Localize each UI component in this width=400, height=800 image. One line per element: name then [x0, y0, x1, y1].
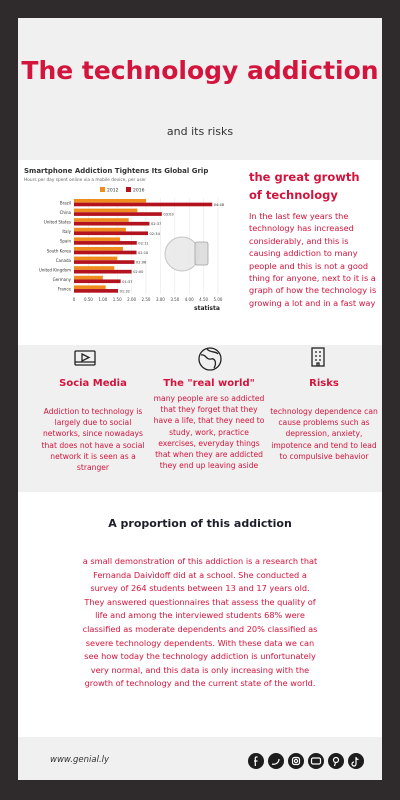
column-heading: The "real world": [163, 378, 255, 389]
bar: [74, 275, 103, 280]
legend-label: 2016: [133, 188, 145, 194]
bar: [74, 250, 137, 255]
bar: [74, 247, 123, 251]
section-heading: A proportion of this addiction: [108, 517, 292, 530]
value-label: 02:37: [151, 222, 161, 226]
bar: [74, 279, 121, 284]
value-label: 01:32: [120, 289, 130, 293]
bar: [74, 260, 135, 264]
bar: [74, 237, 121, 242]
value-label: 03:03: [163, 213, 173, 217]
bar: [74, 208, 138, 213]
bar: [74, 202, 213, 207]
x-tick-label: 1.50: [113, 297, 122, 302]
y-tick-label: South Korea: [47, 248, 72, 253]
x-tick-label: 2.00: [127, 297, 136, 302]
legend-swatch: [100, 187, 105, 192]
title: The technology addiction: [21, 56, 379, 85]
chart-subtitle: Hours per day spent online via a mobile …: [24, 177, 146, 183]
bar: [74, 221, 150, 226]
social-icons[interactable]: [246, 751, 366, 771]
x-tick-label: 0: [73, 297, 76, 302]
value-label: 02:06: [136, 261, 147, 265]
header-band: [18, 18, 382, 160]
section-text: a small demonstration of this addiction …: [82, 556, 318, 689]
x-tick-label: 4.50: [199, 297, 208, 302]
column-heading: Risks: [309, 378, 339, 389]
chart-background: [22, 164, 228, 316]
value-label: 02:10: [138, 251, 149, 255]
x-tick-label: 0.50: [84, 297, 93, 302]
y-tick-label: Italy: [62, 229, 71, 234]
value-label: 02:00: [133, 270, 144, 274]
y-tick-label: Canada: [56, 258, 72, 263]
bar: [74, 227, 126, 232]
x-tick-label: 5.00: [214, 297, 223, 302]
bar: [74, 289, 119, 293]
value-label: 01:37: [122, 280, 132, 284]
y-tick-label: Germany: [53, 277, 72, 282]
y-tick-label: China: [60, 210, 72, 215]
legend-swatch: [126, 187, 131, 192]
y-tick-label: United Kingdom: [39, 268, 71, 273]
bar: [74, 285, 106, 290]
bar: [74, 256, 118, 261]
value-label: 02:11: [138, 241, 148, 245]
y-tick-label: Brazil: [60, 200, 71, 205]
decoration: [164, 236, 200, 272]
bar: [74, 212, 162, 216]
bar: [74, 269, 132, 274]
chart-title: Smartphone Addiction Tightens Its Global…: [24, 167, 208, 175]
chart-brand: statista: [194, 305, 220, 312]
x-tick-label: 3.50: [170, 297, 179, 302]
section-heading: the great growth of technology: [249, 170, 360, 202]
decoration: [194, 241, 209, 266]
bar: [74, 231, 149, 236]
columns-band: [18, 345, 382, 492]
bar: [74, 218, 129, 222]
chart: Smartphone Addiction Tightens Its Global…: [22, 164, 228, 316]
bar: [74, 266, 115, 270]
column-text: technology dependence can cause problems…: [270, 407, 378, 461]
legend-label: 2012: [107, 188, 119, 194]
x-tick-label: 2.50: [142, 297, 151, 302]
y-tick-label: France: [58, 287, 72, 292]
x-tick-label: 4.00: [185, 297, 194, 302]
value-label: 02:34: [150, 232, 161, 236]
column-heading: Socia Media: [59, 378, 127, 389]
value-label: 04:48: [214, 203, 225, 207]
column-text: many people are so addicted that they fo…: [153, 394, 265, 471]
card: The technology addiction and its risks S…: [18, 18, 382, 780]
bar: [74, 199, 146, 203]
column-text: Addiction to technology is largely due t…: [41, 407, 145, 473]
footer-url: www.genial.ly: [50, 755, 110, 765]
icons: [74, 347, 325, 371]
section-text: In the last few years the technology has…: [249, 211, 377, 308]
y-tick-label: Spain: [60, 239, 72, 244]
y-tick-label: United States: [44, 220, 71, 225]
x-tick-label: 1.00: [98, 297, 107, 302]
subtitle: and its risks: [166, 125, 234, 138]
bar: [74, 241, 137, 245]
x-tick-label: 3.00: [156, 297, 165, 302]
